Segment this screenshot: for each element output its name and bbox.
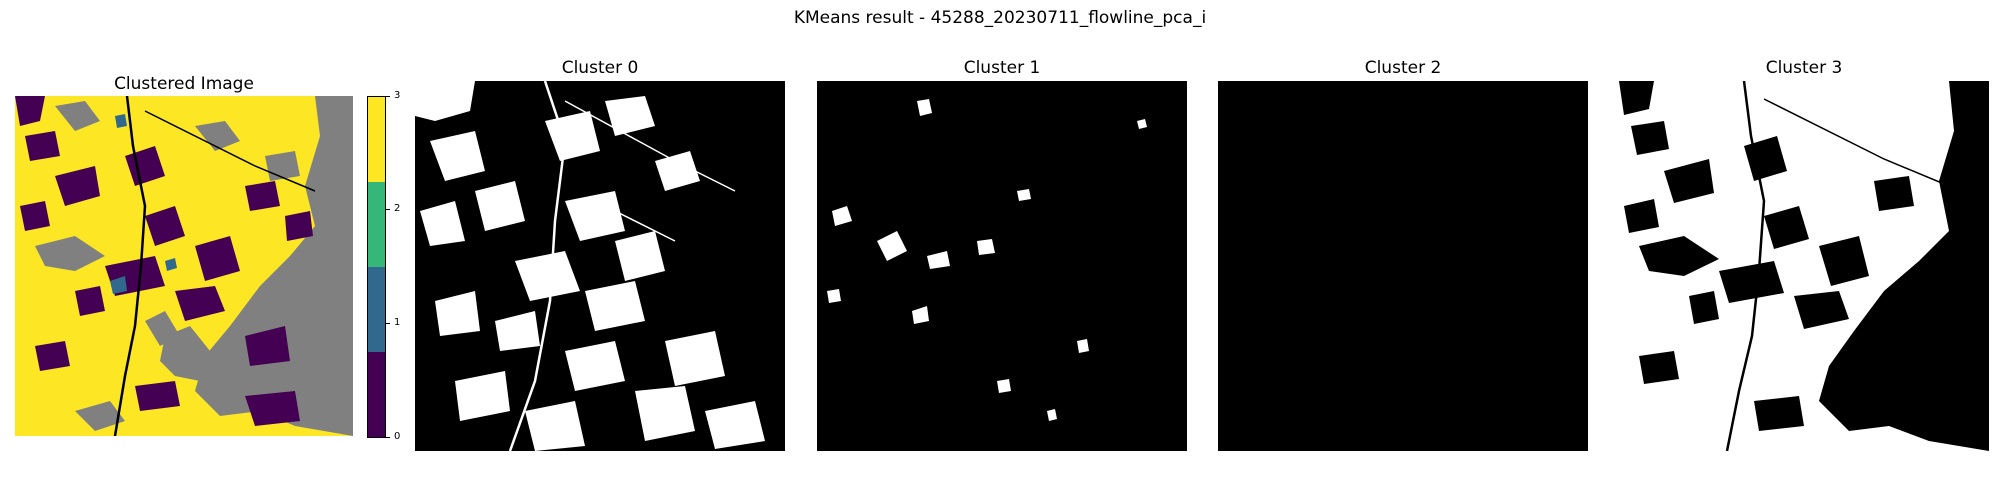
cluster-2-title: Cluster 2 [1364, 58, 1442, 78]
cluster-0-title: Cluster 0 [561, 58, 639, 78]
colorbar-tick-3 [386, 96, 390, 97]
colorbar-tick-label-3: 3 [394, 90, 401, 101]
colorbar-segment-3 [368, 97, 385, 182]
clustered-image-title: Clustered Image [114, 74, 254, 94]
cluster-3-mask [1619, 81, 1989, 451]
colorbar-tick-0 [386, 437, 390, 438]
cluster-3-title: Cluster 3 [1765, 58, 1843, 78]
colorbar-segment-0 [368, 352, 385, 437]
figure-suptitle: KMeans result - 45288_20230711_flowline_… [793, 8, 1207, 28]
clustered-image [15, 96, 353, 436]
cluster-1-mask [817, 81, 1187, 451]
colorbar-tick-label-2: 2 [394, 203, 401, 214]
colorbar-tick-1 [386, 323, 390, 324]
colorbar-tick-label-1: 1 [394, 317, 401, 328]
colorbar-tick-label-0: 0 [394, 431, 401, 442]
cluster-0-mask [415, 81, 785, 451]
colorbar-segment-2 [368, 182, 385, 267]
colorbar-tick-2 [386, 209, 390, 210]
cluster-2-mask [1218, 81, 1588, 451]
cluster-1-title: Cluster 1 [963, 58, 1041, 78]
colorbar [367, 96, 386, 438]
colorbar-segment-1 [368, 267, 385, 352]
